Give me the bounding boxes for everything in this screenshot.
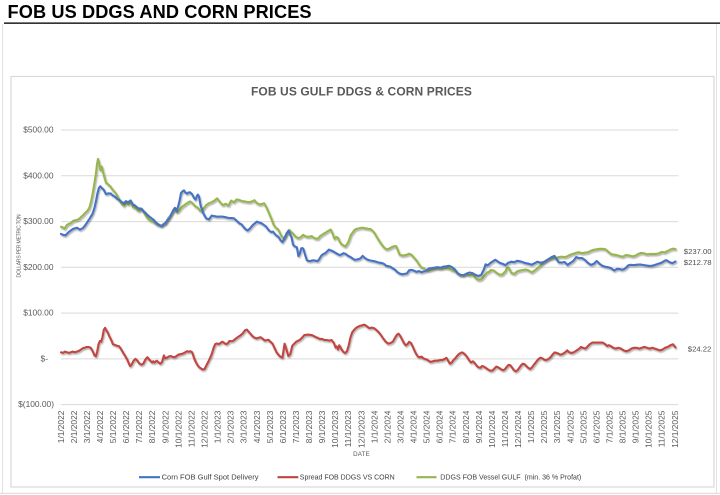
svg-text:8/1/2024: 8/1/2024 [461,410,471,443]
svg-text:$212.78: $212.78 [684,258,712,267]
svg-text:9/1/2023: 9/1/2023 [317,410,327,443]
svg-text:9/1/2025: 9/1/2025 [631,410,641,443]
svg-text:DDGS FOB Vessel GULF (min. 36: DDGS FOB Vessel GULF (min. 36 % Profat) [440,475,581,482]
svg-text:FOB US GULF DDGS & CORN PRICES: FOB US GULF DDGS & CORN PRICES [251,85,472,99]
svg-text:Spread FOB DDGS VS CORN: Spread FOB DDGS VS CORN [300,475,395,482]
svg-text:12/1/2025: 12/1/2025 [670,410,680,448]
svg-text:$500.00: $500.00 [23,125,54,135]
svg-text:3/1/2023: 3/1/2023 [239,410,249,443]
svg-text:8/1/2025: 8/1/2025 [618,410,628,443]
svg-text:3/1/2022: 3/1/2022 [82,410,92,443]
svg-text:1/1/2025: 1/1/2025 [526,410,536,443]
svg-text:$100.00: $100.00 [23,308,54,318]
svg-text:10/1/2024: 10/1/2024 [487,410,497,448]
svg-text:Corn FOB Gulf Spot Delivery: Corn FOB Gulf Spot Delivery [162,473,259,482]
svg-text:2/1/2022: 2/1/2022 [69,410,79,443]
svg-text:9/1/2024: 9/1/2024 [474,410,484,443]
svg-text:3/1/2025: 3/1/2025 [552,410,562,443]
svg-text:$400.00: $400.00 [23,170,54,180]
svg-text:10/1/2025: 10/1/2025 [644,410,654,448]
svg-text:6/1/2022: 6/1/2022 [121,410,131,443]
svg-text:11/1/2023: 11/1/2023 [343,410,353,447]
svg-text:8/1/2022: 8/1/2022 [147,410,157,443]
svg-text:1/1/2024: 1/1/2024 [369,410,379,443]
svg-text:1/1/2022: 1/1/2022 [56,410,66,443]
svg-text:5/1/2024: 5/1/2024 [422,410,432,443]
svg-text:12/1/2022: 12/1/2022 [200,410,210,448]
svg-text:11/1/2025: 11/1/2025 [657,410,667,447]
svg-text:$237.00: $237.00 [684,247,712,256]
svg-text:6/1/2023: 6/1/2023 [278,410,288,443]
svg-text:2/1/2024: 2/1/2024 [382,410,392,443]
svg-text:7/1/2022: 7/1/2022 [134,410,144,443]
svg-text:FOB US DDGS AND CORN PRICES: FOB US DDGS AND CORN PRICES [8,2,312,22]
svg-text:$300.00: $300.00 [23,216,54,226]
svg-text:4/1/2024: 4/1/2024 [409,410,419,443]
svg-text:7/1/2023: 7/1/2023 [291,410,301,443]
svg-text:6/1/2025: 6/1/2025 [591,410,601,443]
svg-text:$200.00: $200.00 [23,262,54,272]
svg-text:3/1/2024: 3/1/2024 [396,410,406,443]
svg-text:9/1/2022: 9/1/2022 [160,410,170,443]
svg-text:5/1/2023: 5/1/2023 [265,410,275,443]
svg-text:$-: $- [41,354,49,364]
svg-text:11/1/2024: 11/1/2024 [500,410,510,447]
svg-text:10/1/2023: 10/1/2023 [330,410,340,448]
svg-text:6/1/2024: 6/1/2024 [435,410,445,443]
svg-text:12/1/2023: 12/1/2023 [356,410,366,448]
svg-text:8/1/2023: 8/1/2023 [304,410,314,443]
svg-text:11/1/2022: 11/1/2022 [186,410,196,447]
svg-text:DATE: DATE [353,451,370,458]
svg-text:10/1/2022: 10/1/2022 [173,410,183,448]
svg-text:$(100.00): $(100.00) [18,399,54,409]
svg-text:2/1/2023: 2/1/2023 [226,410,236,443]
svg-text:4/1/2025: 4/1/2025 [565,410,575,443]
svg-text:5/1/2025: 5/1/2025 [578,410,588,443]
svg-text:7/1/2025: 7/1/2025 [605,410,615,443]
svg-text:12/1/2024: 12/1/2024 [513,410,523,448]
svg-text:2/1/2025: 2/1/2025 [539,410,549,443]
svg-text:4/1/2023: 4/1/2023 [252,410,262,443]
svg-text:5/1/2022: 5/1/2022 [108,410,118,443]
svg-text:7/1/2024: 7/1/2024 [448,410,458,443]
svg-text:DOLLARS PER METRIC TON: DOLLARS PER METRIC TON [17,214,23,278]
svg-text:1/1/2023: 1/1/2023 [213,410,223,443]
svg-text:4/1/2022: 4/1/2022 [95,410,105,443]
svg-text:$24.22: $24.22 [688,345,712,354]
